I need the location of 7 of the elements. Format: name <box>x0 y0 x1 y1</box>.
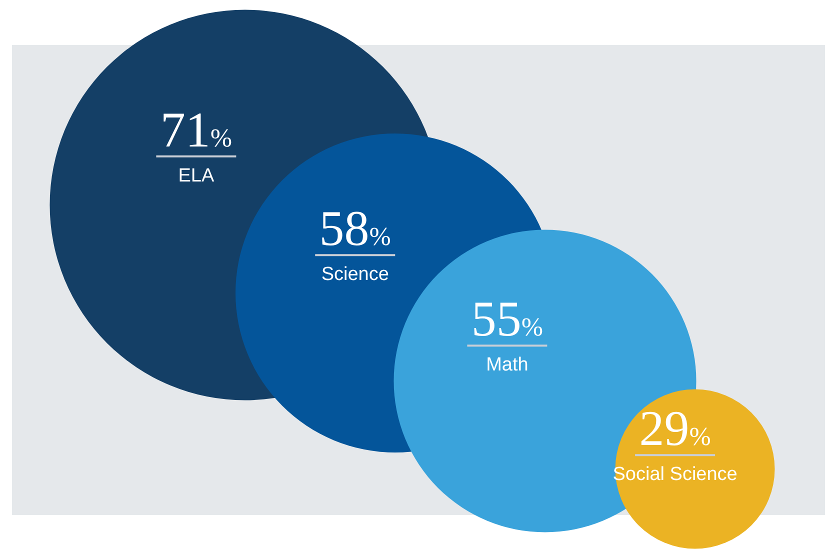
category-label: ELA <box>178 165 214 186</box>
data-label: 71% <box>160 101 232 158</box>
data-label: 29% <box>639 400 711 456</box>
data-label: 58% <box>319 200 391 256</box>
data-label: 55% <box>471 290 544 347</box>
category-label: Science <box>321 264 389 286</box>
category-label: Math <box>486 354 528 376</box>
